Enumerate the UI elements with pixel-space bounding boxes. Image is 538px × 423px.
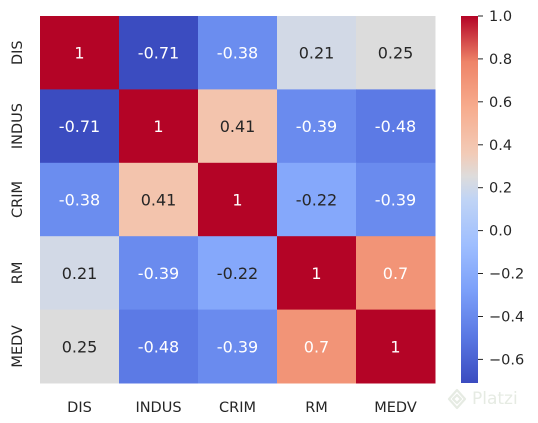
heatmap-cell xyxy=(277,89,357,164)
y-tick-label: INDUS xyxy=(10,103,26,149)
cell-annotation: -0.38 xyxy=(59,191,100,210)
colorbar-gradient xyxy=(461,16,478,383)
platzi-logo-icon xyxy=(447,388,467,410)
heatmap-cell xyxy=(119,89,199,164)
cell-annotation: -0.48 xyxy=(375,117,416,136)
colorbar-tick-label: −0.4 xyxy=(489,310,524,326)
cell-annotation: 0.41 xyxy=(141,191,177,210)
cell-annotation: -0.39 xyxy=(217,337,258,356)
heatmap-cell xyxy=(277,309,357,384)
colorbar-tick-label: 0.6 xyxy=(489,95,512,111)
y-tick-label: RM xyxy=(10,262,26,285)
watermark-text: Platzi xyxy=(472,389,518,409)
x-tick-label: CRIM xyxy=(219,400,256,416)
cell-annotation: 0.21 xyxy=(62,264,98,283)
cell-annotation: -0.71 xyxy=(138,44,179,63)
heatmap-cell xyxy=(40,89,120,164)
y-tick-label: CRIM xyxy=(10,181,26,218)
cell-annotations: 1 -0.71 -0.38 0.21 0.25 -0.71 1 0.41 -0.39 -0.48 -… xyxy=(59,44,416,357)
cell-annotation: -0.39 xyxy=(375,191,416,210)
x-axis-tick-labels: DIS INDUS CRIM RM MEDV xyxy=(67,400,417,416)
cell-annotation: -0.48 xyxy=(138,337,179,356)
heatmap-cell xyxy=(198,16,278,90)
cell-annotation: -0.22 xyxy=(217,264,258,283)
colorbar-tick-label: 0.2 xyxy=(489,181,512,197)
heatmap-cell xyxy=(40,236,120,311)
cell-annotation: 0.25 xyxy=(378,44,414,63)
heatmap-cell xyxy=(356,89,436,164)
platzi-watermark: Platzi xyxy=(446,388,518,410)
colorbar-tick-label: 1.0 xyxy=(489,9,512,25)
heatmap-cell xyxy=(277,162,357,237)
heatmap-cell xyxy=(198,236,278,311)
cell-annotation: 0.21 xyxy=(299,44,335,63)
colorbar-ticks: 1.0 0.8 0.6 0.4 0.2 0.0 −0.2 −0.4 −0.6 xyxy=(478,9,524,368)
cell-annotation: 1 xyxy=(232,191,242,210)
colorbar-tick-label: 0.8 xyxy=(489,52,512,68)
heatmap-cell xyxy=(198,89,278,164)
cell-annotation: -0.22 xyxy=(296,191,337,210)
x-tick-label: MEDV xyxy=(374,400,417,416)
colorbar-tick-label: 0.4 xyxy=(489,138,512,154)
cell-annotation: 1 xyxy=(74,44,84,63)
heatmap-cell xyxy=(198,162,278,237)
cell-annotation: 1 xyxy=(153,117,163,136)
x-tick-label: RM xyxy=(305,400,328,416)
colorbar-tick-label: −0.2 xyxy=(489,267,524,283)
heatmap-cell xyxy=(277,236,357,311)
cell-annotation: -0.38 xyxy=(217,44,258,63)
heatmap-cell xyxy=(198,309,278,384)
heatmap-cell xyxy=(119,162,199,237)
heatmap-cell xyxy=(40,16,120,90)
cell-annotation: 0.7 xyxy=(383,264,408,283)
heatmap-cell xyxy=(356,16,436,90)
heatmap-cells xyxy=(40,16,436,384)
y-axis-tick-labels: DIS INDUS CRIM RM MEDV xyxy=(10,40,26,367)
heatmap-cell xyxy=(119,309,199,384)
cell-annotation: 0.25 xyxy=(62,337,98,356)
cell-annotation: 0.41 xyxy=(220,117,256,136)
cell-annotation: 1 xyxy=(390,337,400,356)
heatmap-cell xyxy=(119,236,199,311)
heatmap-cell xyxy=(356,236,436,311)
x-tick-label: DIS xyxy=(67,400,92,416)
x-tick-label: INDUS xyxy=(135,400,181,416)
heatmap-cell xyxy=(356,162,436,237)
cell-annotation: -0.39 xyxy=(296,117,337,136)
heatmap-cell xyxy=(40,162,120,237)
cell-annotation: 1 xyxy=(311,264,321,283)
colorbar-tick-label: −0.6 xyxy=(489,352,524,368)
heatmap-cell xyxy=(119,16,199,90)
heatmap-cell xyxy=(277,16,357,90)
heatmap-cell xyxy=(40,309,120,384)
y-tick-label: DIS xyxy=(10,40,26,65)
colorbar xyxy=(461,16,478,383)
y-tick-label: MEDV xyxy=(10,325,26,368)
cell-annotation: -0.71 xyxy=(59,117,100,136)
cell-annotation: 0.7 xyxy=(304,337,329,356)
colorbar-tick-label: 0.0 xyxy=(489,224,512,240)
heatmap-cell xyxy=(356,309,436,384)
cell-annotation: -0.39 xyxy=(138,264,179,283)
